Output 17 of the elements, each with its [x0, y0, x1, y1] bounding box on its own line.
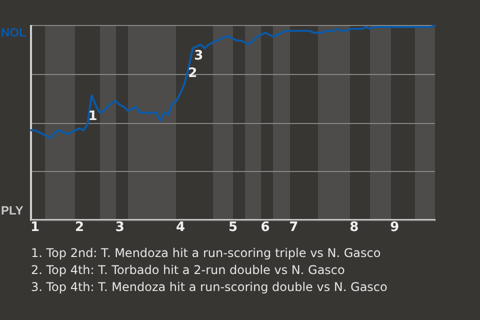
annotation: 3: [194, 48, 204, 64]
x-tick-label: 5: [228, 220, 238, 236]
text: 3. Top 4th: T. Mendoza hit a run-scoring double vs N. Gasco: [31, 279, 388, 296]
x-tick-label: 1: [30, 220, 40, 236]
x-tick-label: 3: [115, 220, 124, 236]
annotation: 2: [188, 66, 198, 82]
x-tick-label: 4: [176, 220, 186, 236]
annotation: 1: [88, 109, 98, 124]
x-tick-label: 7: [289, 220, 298, 236]
x-tick-label: 9: [390, 220, 400, 236]
text: PLY: [1, 203, 24, 218]
x-tick-label: 8: [350, 220, 359, 236]
text: 2. Top 4th: T. Torbado hit a 2-run double vs N. Gasco: [31, 262, 346, 279]
text: NOL: [1, 25, 26, 40]
x-tick-label: 6: [260, 220, 270, 236]
text: 1. Top 2nd: T. Mendoza hit a run-scoring triple vs N. Gasco: [31, 245, 382, 262]
x-tick-label: 2: [74, 220, 84, 236]
